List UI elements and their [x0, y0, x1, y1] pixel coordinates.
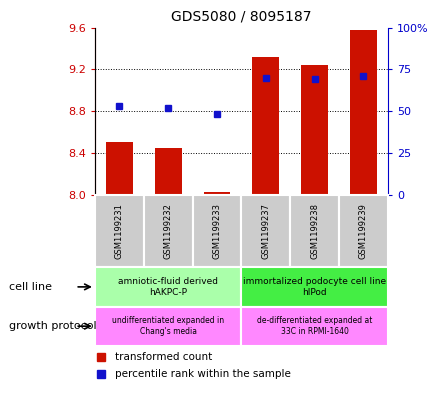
- Text: transformed count: transformed count: [115, 352, 212, 362]
- Text: percentile rank within the sample: percentile rank within the sample: [115, 369, 291, 379]
- Bar: [203, 193, 230, 195]
- Bar: [154, 147, 181, 195]
- Bar: [95, 307, 241, 346]
- Text: GSM1199237: GSM1199237: [261, 203, 270, 259]
- Text: GSM1199233: GSM1199233: [212, 203, 221, 259]
- Text: GSM1199239: GSM1199239: [358, 203, 367, 259]
- Bar: [301, 65, 327, 195]
- Bar: [241, 267, 387, 307]
- Text: undifferentiated expanded in
Chang's media: undifferentiated expanded in Chang's med…: [112, 316, 224, 336]
- Bar: [192, 195, 241, 267]
- Bar: [289, 195, 338, 267]
- Text: cell line: cell line: [9, 282, 52, 292]
- Text: immortalized podocyte cell line
hIPod: immortalized podocyte cell line hIPod: [243, 277, 385, 297]
- Bar: [241, 307, 387, 346]
- Bar: [252, 57, 279, 195]
- Text: GSM1199231: GSM1199231: [114, 203, 123, 259]
- Bar: [106, 142, 132, 195]
- Text: amniotic-fluid derived
hAKPC-P: amniotic-fluid derived hAKPC-P: [118, 277, 218, 297]
- Text: GSM1199232: GSM1199232: [163, 203, 172, 259]
- Text: GSM1199238: GSM1199238: [310, 203, 318, 259]
- Bar: [349, 29, 376, 195]
- Text: de-differentiated expanded at
33C in RPMI-1640: de-differentiated expanded at 33C in RPM…: [256, 316, 372, 336]
- Bar: [95, 267, 241, 307]
- Bar: [95, 195, 143, 267]
- Bar: [338, 195, 387, 267]
- Title: GDS5080 / 8095187: GDS5080 / 8095187: [171, 9, 311, 24]
- Bar: [241, 195, 289, 267]
- Text: growth protocol: growth protocol: [9, 321, 96, 331]
- Bar: [143, 195, 192, 267]
